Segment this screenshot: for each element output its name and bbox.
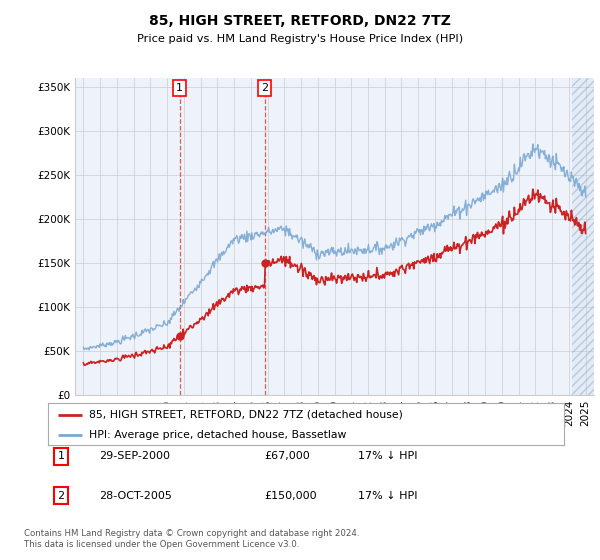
Bar: [572, 78, 594, 395]
Text: Price paid vs. HM Land Registry's House Price Index (HPI): Price paid vs. HM Land Registry's House …: [137, 34, 463, 44]
Text: 2: 2: [58, 491, 64, 501]
Text: HPI: Average price, detached house, Bassetlaw: HPI: Average price, detached house, Bass…: [89, 430, 347, 440]
Text: £67,000: £67,000: [265, 451, 310, 461]
Text: 29-SEP-2000: 29-SEP-2000: [100, 451, 170, 461]
Text: 17% ↓ HPI: 17% ↓ HPI: [358, 491, 417, 501]
Text: 1: 1: [58, 451, 64, 461]
Text: 85, HIGH STREET, RETFORD, DN22 7TZ: 85, HIGH STREET, RETFORD, DN22 7TZ: [149, 14, 451, 28]
Text: 85, HIGH STREET, RETFORD, DN22 7TZ (detached house): 85, HIGH STREET, RETFORD, DN22 7TZ (deta…: [89, 410, 403, 420]
Text: Contains HM Land Registry data © Crown copyright and database right 2024.
This d: Contains HM Land Registry data © Crown c…: [24, 529, 359, 549]
Text: 2: 2: [261, 83, 268, 93]
Text: 1: 1: [176, 83, 183, 93]
Text: £150,000: £150,000: [265, 491, 317, 501]
Text: 17% ↓ HPI: 17% ↓ HPI: [358, 451, 417, 461]
Text: 28-OCT-2005: 28-OCT-2005: [100, 491, 172, 501]
Bar: [572, 78, 594, 395]
